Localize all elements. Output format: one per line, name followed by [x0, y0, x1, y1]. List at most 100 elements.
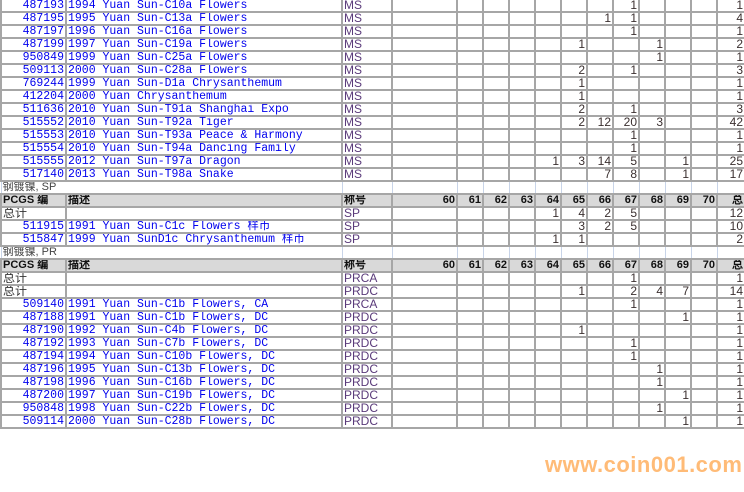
pcgs-code-link[interactable]: 487194: [0, 349, 67, 364]
pcgs-code-link[interactable]: 509113: [0, 63, 67, 78]
description-link[interactable]: 1997 Yuan Sun-C19a Flowers: [65, 37, 343, 52]
designation: MS: [341, 154, 393, 169]
pcgs-code-link[interactable]: 487195: [0, 11, 67, 26]
designation: SP: [341, 232, 393, 247]
pcgs-code-link[interactable]: 950848: [0, 401, 67, 416]
pcgs-code-link[interactable]: 515554: [0, 141, 67, 156]
pcgs-code-link[interactable]: 487199: [0, 37, 67, 52]
empty-cell: [456, 245, 484, 260]
grade-62-count: [482, 102, 510, 117]
grade-61-count: [456, 375, 484, 390]
description-link[interactable]: 1991 Yuan Sun-C1b Flowers, CA: [65, 297, 343, 312]
description-link[interactable]: 1997 Yuan Sun-C19b Flowers, DC: [65, 388, 343, 403]
grade-70-count: [690, 349, 718, 364]
population-report: 487193 1994 Yuan Sun-C10a Flowers MS 1 1 4871…: [0, 0, 744, 429]
total-count: 1: [716, 0, 744, 13]
description-link[interactable]: 1992 Yuan Sun-C4b Flowers, DC: [65, 323, 343, 338]
description-link[interactable]: 2000 Yuan Chrysanthemum: [65, 89, 343, 104]
pcgs-code-link[interactable]: 509114: [0, 414, 67, 429]
total-count: 2: [716, 232, 744, 247]
description-link[interactable]: 2012 Yuan Sun-T97a Dragon: [65, 154, 343, 169]
pcgs-code-link[interactable]: 487188: [0, 310, 67, 325]
grade-62-count: [482, 167, 510, 182]
table-row: 487200 1997 Yuan Sun-C19b Flowers, DC PRDC…: [0, 388, 744, 403]
grade-60-count: [391, 206, 458, 221]
description-link[interactable]: 1991 Yuan Sun-C1c Flowers 样币: [65, 219, 343, 234]
pcgs-code-link[interactable]: 509140: [0, 297, 67, 312]
grade-62-count: [482, 401, 510, 416]
pcgs-code-link[interactable]: 511636: [0, 102, 67, 117]
description-link[interactable]: 1999 Yuan Sun-D1a Chrysanthemum: [65, 76, 343, 91]
description-link[interactable]: 1999 Yuan Sun-C25a Flowers: [65, 50, 343, 65]
pcgs-code-link[interactable]: 487198: [0, 375, 67, 390]
pcgs-code-link[interactable]: 511915: [0, 219, 67, 234]
description-link[interactable]: 1991 Yuan Sun-C1b Flowers, DC: [65, 310, 343, 325]
designation: MS: [341, 141, 393, 156]
grade-65-count: [560, 141, 588, 156]
header-grade-64: 64: [534, 193, 562, 208]
table-row: 487197 1996 Yuan Sun-C16a Flowers MS 1 1: [0, 24, 744, 39]
grade-66-count: 14: [586, 154, 614, 169]
grade-64-count: [534, 219, 562, 234]
grade-68-count: [638, 271, 666, 286]
pcgs-code-link[interactable]: 517140: [0, 167, 67, 182]
header-grade-61: 61: [456, 193, 484, 208]
description-link[interactable]: 1996 Yuan Sun-C16b Flowers, DC: [65, 375, 343, 390]
table-row: 487192 1993 Yuan Sun-C7b Flowers, DC PRDC 1…: [0, 336, 744, 351]
grade-63-count: [508, 349, 536, 364]
description-link[interactable]: 1996 Yuan Sun-C16a Flowers: [65, 24, 343, 39]
description-link[interactable]: 2010 Yuan Sun-T92a Tiger: [65, 115, 343, 130]
description-link[interactable]: 2000 Yuan Sun-C28a Flowers: [65, 63, 343, 78]
grade-65-count: [560, 362, 588, 377]
pcgs-code-link[interactable]: 487190: [0, 323, 67, 338]
pcgs-code-link[interactable]: 515555: [0, 154, 67, 169]
grade-63-count: [508, 76, 536, 91]
grade-63-count: [508, 271, 536, 286]
description-link[interactable]: 1995 Yuan Sun-C13b Flowers, DC: [65, 362, 343, 377]
description-link[interactable]: 2000 Yuan Sun-C28b Flowers, DC: [65, 414, 343, 429]
grade-70-count: [690, 297, 718, 312]
pcgs-code-link[interactable]: 515553: [0, 128, 67, 143]
pcgs-code-link[interactable]: 487193: [0, 0, 67, 13]
pcgs-code-link[interactable]: 950849: [0, 50, 67, 65]
grade-62-count: [482, 37, 510, 52]
description-link[interactable]: 1994 Yuan Sun-C10a Flowers: [65, 0, 343, 13]
description-link[interactable]: 2010 Yuan Sun-T91a Shanghai Expo: [65, 102, 343, 117]
pcgs-code-link[interactable]: 515847: [0, 232, 67, 247]
header-total: 总: [716, 193, 744, 208]
description-link[interactable]: 2010 Yuan Sun-T93a Peace & Harmony: [65, 128, 343, 143]
total-count: 10: [716, 219, 744, 234]
pcgs-code-link[interactable]: 515552: [0, 115, 67, 130]
description-link[interactable]: 1995 Yuan Sun-C13a Flowers: [65, 11, 343, 26]
grade-64-count: 1: [534, 154, 562, 169]
pcgs-code-link[interactable]: 769244: [0, 76, 67, 91]
grade-68-count: 1: [638, 50, 666, 65]
grade-66-count: [586, 375, 614, 390]
empty-cell: [508, 180, 536, 195]
grade-60-count: [391, 375, 458, 390]
grade-67-count: 1: [612, 11, 640, 26]
grade-60-count: [391, 349, 458, 364]
designation: PRDC: [341, 349, 393, 364]
description-link[interactable]: 1998 Yuan Sun-C22b Flowers, DC: [65, 401, 343, 416]
pcgs-code-link[interactable]: 487196: [0, 362, 67, 377]
grade-67-count: 1: [612, 102, 640, 117]
table-row: 412204 2000 Yuan Chrysanthemum MS 1 1: [0, 89, 744, 104]
pcgs-code-link[interactable]: 487197: [0, 24, 67, 39]
description-link[interactable]: 1994 Yuan Sun-C10b Flowers, DC: [65, 349, 343, 364]
grade-61-count: [456, 154, 484, 169]
description-link[interactable]: 2013 Yuan Sun-T98a Snake: [65, 167, 343, 182]
description-link[interactable]: 1999 Yuan SunD1c Chrysanthemum 样币: [65, 232, 343, 247]
grade-64-count: [534, 102, 562, 117]
section-title: 钢镀镍, PR: [0, 245, 343, 260]
pcgs-code-link[interactable]: 487192: [0, 336, 67, 351]
description-link[interactable]: 1993 Yuan Sun-C7b Flowers, DC: [65, 336, 343, 351]
grade-63-count: [508, 232, 536, 247]
grade-64-count: [534, 167, 562, 182]
pcgs-code-link[interactable]: 412204: [0, 89, 67, 104]
total-count: 1: [716, 362, 744, 377]
grade-69-count: [664, 336, 692, 351]
description-link[interactable]: 2010 Yuan Sun-T94a Dancing Family: [65, 141, 343, 156]
grade-68-count: [638, 323, 666, 338]
pcgs-code-link[interactable]: 487200: [0, 388, 67, 403]
